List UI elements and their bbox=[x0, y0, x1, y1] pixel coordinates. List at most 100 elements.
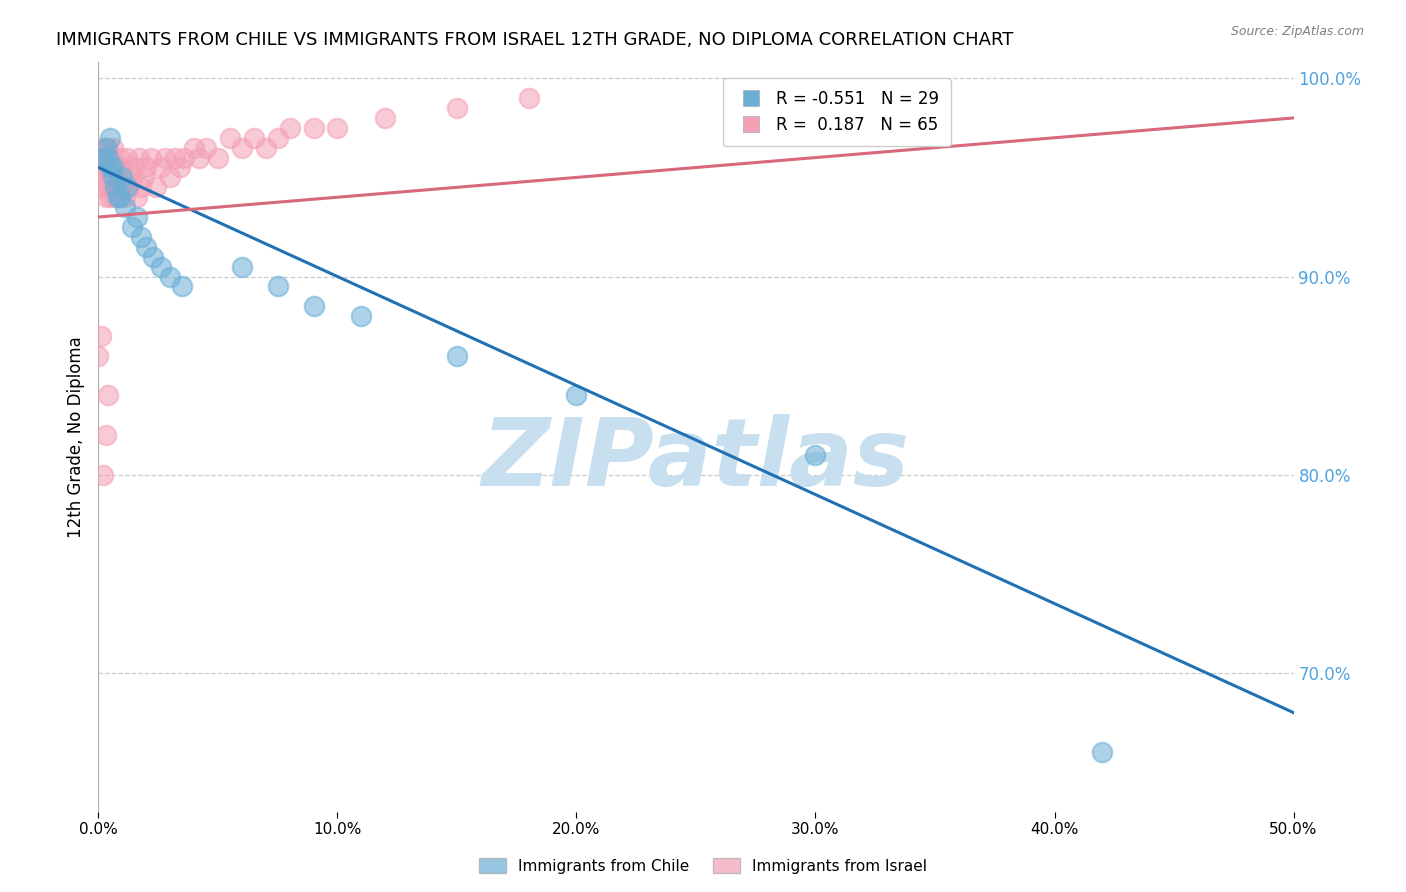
Point bbox=[114, 190, 136, 204]
Legend: R = -0.551   N = 29, R =  0.187   N = 65: R = -0.551 N = 29, R = 0.187 N = 65 bbox=[723, 78, 950, 146]
Point bbox=[97, 388, 120, 402]
Point bbox=[108, 151, 131, 165]
Point bbox=[97, 151, 120, 165]
Point bbox=[94, 428, 117, 442]
Point bbox=[219, 130, 242, 145]
Point bbox=[804, 448, 827, 462]
Point bbox=[172, 279, 194, 293]
Text: Source: ZipAtlas.com: Source: ZipAtlas.com bbox=[1230, 25, 1364, 38]
Point bbox=[121, 219, 143, 234]
Point bbox=[145, 180, 167, 194]
Point bbox=[207, 151, 229, 165]
Point bbox=[94, 141, 117, 155]
Point bbox=[98, 130, 122, 145]
Point bbox=[132, 170, 155, 185]
Point bbox=[111, 161, 134, 175]
Point bbox=[350, 309, 373, 323]
Point bbox=[90, 329, 112, 343]
Point bbox=[101, 161, 124, 175]
Point bbox=[131, 230, 153, 244]
Point bbox=[565, 388, 588, 402]
Point bbox=[517, 91, 540, 105]
Point bbox=[254, 141, 277, 155]
Point bbox=[173, 151, 195, 165]
Point bbox=[91, 141, 114, 155]
Point bbox=[446, 101, 468, 115]
Point bbox=[90, 170, 112, 185]
Point bbox=[374, 111, 396, 125]
Point bbox=[155, 151, 177, 165]
Point bbox=[125, 190, 148, 204]
Point bbox=[101, 180, 124, 194]
Point bbox=[98, 161, 122, 175]
Point bbox=[101, 170, 124, 185]
Point bbox=[108, 190, 131, 204]
Point bbox=[183, 141, 205, 155]
Point bbox=[104, 180, 127, 194]
Point bbox=[159, 170, 181, 185]
Legend: Immigrants from Chile, Immigrants from Israel: Immigrants from Chile, Immigrants from I… bbox=[472, 852, 934, 880]
Text: ZIPatlas: ZIPatlas bbox=[482, 414, 910, 506]
Point bbox=[87, 349, 110, 363]
Point bbox=[98, 151, 122, 165]
Point bbox=[94, 170, 117, 185]
Point bbox=[97, 180, 120, 194]
Point bbox=[169, 161, 191, 175]
Point bbox=[115, 180, 138, 194]
Point bbox=[111, 180, 134, 194]
Point bbox=[278, 120, 301, 135]
Point bbox=[121, 170, 143, 185]
Point bbox=[135, 161, 157, 175]
Point bbox=[91, 151, 114, 165]
Point bbox=[131, 180, 153, 194]
Point bbox=[107, 180, 129, 194]
Point bbox=[135, 240, 157, 254]
Point bbox=[98, 170, 122, 185]
Point bbox=[91, 180, 114, 194]
Point bbox=[446, 349, 468, 363]
Point bbox=[125, 210, 148, 224]
Point bbox=[163, 151, 186, 165]
Point bbox=[98, 190, 122, 204]
Point bbox=[104, 190, 127, 204]
Point bbox=[108, 190, 131, 204]
Point bbox=[124, 161, 146, 175]
Point bbox=[91, 467, 114, 482]
Point bbox=[149, 260, 172, 274]
Point bbox=[91, 161, 114, 175]
Point bbox=[104, 170, 127, 185]
Text: IMMIGRANTS FROM CHILE VS IMMIGRANTS FROM ISRAEL 12TH GRADE, NO DIPLOMA CORRELATI: IMMIGRANTS FROM CHILE VS IMMIGRANTS FROM… bbox=[56, 31, 1014, 49]
Point bbox=[128, 151, 150, 165]
Point bbox=[302, 299, 325, 313]
Point bbox=[94, 141, 117, 155]
Point bbox=[97, 161, 120, 175]
Point bbox=[231, 260, 253, 274]
Point bbox=[187, 151, 209, 165]
Point bbox=[114, 200, 136, 214]
Point bbox=[111, 170, 134, 185]
Point bbox=[97, 141, 120, 155]
Point bbox=[267, 279, 290, 293]
Point bbox=[118, 180, 141, 194]
Point bbox=[302, 120, 325, 135]
Point bbox=[94, 190, 117, 204]
Point bbox=[139, 151, 162, 165]
Point bbox=[1091, 745, 1114, 759]
Y-axis label: 12th Grade, No Diploma: 12th Grade, No Diploma bbox=[66, 336, 84, 538]
Point bbox=[231, 141, 253, 155]
Point bbox=[90, 151, 112, 165]
Point bbox=[195, 141, 218, 155]
Point bbox=[107, 190, 129, 204]
Point bbox=[267, 130, 290, 145]
Point bbox=[115, 170, 138, 185]
Point bbox=[101, 161, 124, 175]
Point bbox=[107, 161, 129, 175]
Point bbox=[326, 120, 349, 135]
Point bbox=[101, 141, 124, 155]
Point bbox=[94, 151, 117, 165]
Point bbox=[149, 161, 172, 175]
Point bbox=[243, 130, 266, 145]
Point bbox=[142, 250, 165, 264]
Point bbox=[159, 269, 181, 284]
Point bbox=[115, 151, 138, 165]
